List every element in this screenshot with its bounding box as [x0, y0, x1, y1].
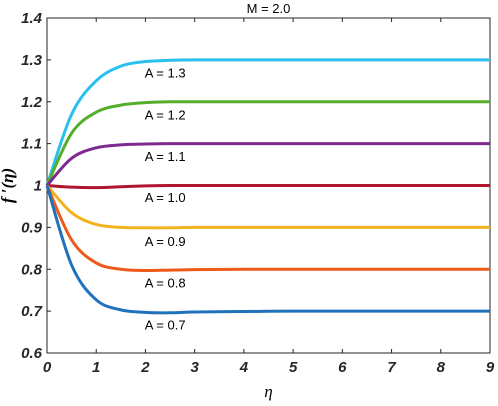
- series-group: [45, 58, 490, 315]
- y-axis: 0.6 0.7 0.8 0.9 1 1.1 1.2 1.3 1.4: [21, 10, 490, 362]
- y-tick-label: 1.4: [21, 10, 43, 27]
- y-tick-label: 1.3: [21, 52, 43, 69]
- series-line: [45, 185, 490, 315]
- x-axis-label: η: [264, 382, 272, 401]
- y-tick-label: 0.7: [21, 303, 43, 320]
- series-label: A = 1.0: [145, 190, 186, 205]
- x-tick-label: 8: [437, 359, 446, 376]
- x-tick-label: 7: [387, 359, 396, 376]
- series-line: [46, 183, 490, 190]
- y-tick-label: 1.1: [21, 136, 42, 153]
- x-tick-label: 0: [43, 359, 52, 376]
- series-label: A = 1.2: [145, 107, 186, 122]
- series-label: A = 0.8: [145, 276, 186, 291]
- y-tick-label: 0.8: [21, 261, 43, 278]
- series-line: [45, 100, 490, 187]
- x-tick-label: 9: [486, 359, 495, 376]
- series-label: A = 1.3: [145, 65, 186, 80]
- series-line: [45, 184, 490, 273]
- series-label: A = 0.7: [145, 318, 186, 333]
- x-tick-label: 4: [239, 359, 249, 376]
- y-axis-label: f ′(η): [0, 168, 17, 203]
- x-axis: 0 1 2 3 4 5 6 7 8 9: [43, 18, 495, 376]
- x-tick-label: 5: [289, 359, 298, 376]
- x-tick-label: 3: [190, 359, 199, 376]
- series-label: A = 1.1: [145, 149, 186, 164]
- series-line: [45, 184, 490, 230]
- x-tick-label: 6: [338, 359, 347, 376]
- y-tick-label: 0.6: [21, 345, 43, 362]
- x-tick-label: 2: [140, 359, 150, 376]
- y-tick-label: 1: [34, 178, 42, 195]
- series-line: [45, 142, 490, 187]
- series-labels: A = 1.3 A = 1.2 A = 1.1 A = 1.0 A = 0.9 A = 0…: [145, 65, 186, 332]
- y-tick-label: 1.2: [21, 94, 43, 111]
- series-label: A = 0.9: [145, 234, 186, 249]
- chart-title: M = 2.0: [247, 1, 291, 16]
- x-tick-label: 1: [92, 359, 100, 376]
- y-tick-label: 0.9: [21, 219, 43, 236]
- series-line: [45, 58, 490, 186]
